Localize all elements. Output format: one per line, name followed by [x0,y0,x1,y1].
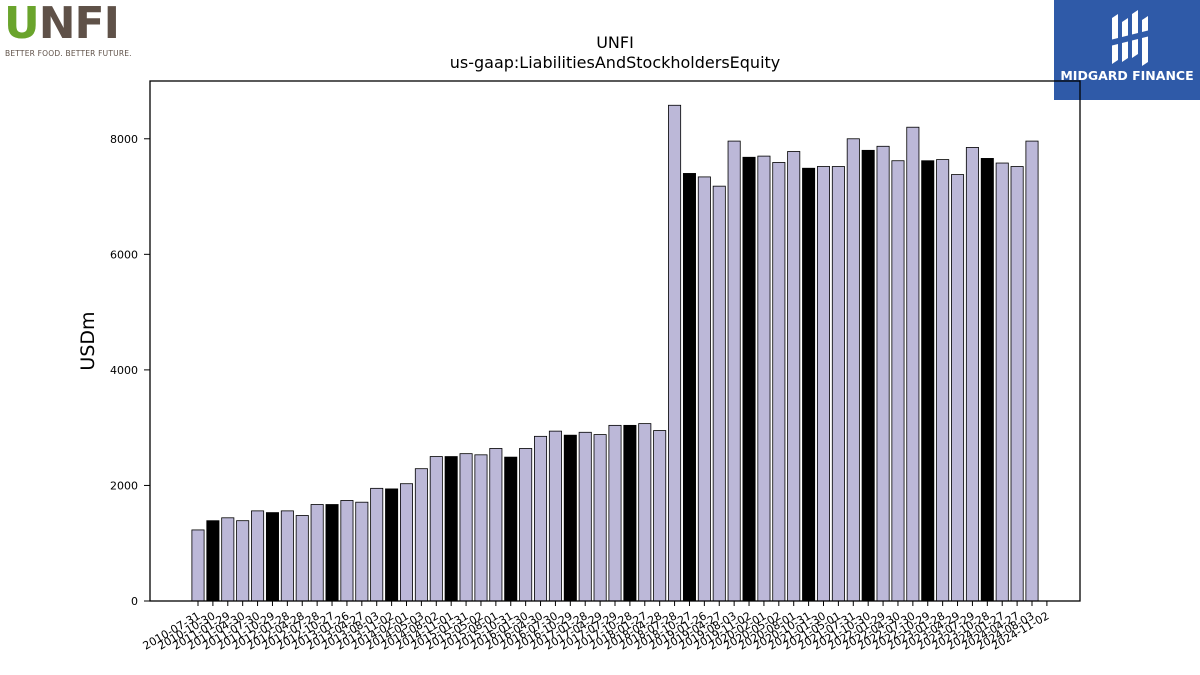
bar [965,147,979,602]
bar [325,504,339,602]
bar [623,424,637,602]
bar [653,430,667,602]
unfi-wordmark: UNFI [4,0,120,49]
bar [563,434,577,602]
bar [921,160,935,602]
chart-subtitle: us-gaap:LiabilitiesAndStockholdersEquity [450,53,781,72]
bar [816,166,831,602]
midgard-finance-logo: MIDGARD FINANCE [1054,0,1200,100]
bar [191,529,205,602]
x-axis: 2010-07-312010-10-302011-01-292011-04-30… [141,601,1051,653]
bars-group [191,104,1039,602]
chart-title: UNFI [596,33,634,52]
bar [593,434,607,602]
bar [936,159,950,602]
bar [951,174,965,602]
bar [608,424,622,602]
bar [846,138,860,602]
midgard-emblem-icon [1110,10,1150,66]
bar [355,501,369,602]
bar [295,515,309,602]
bar [787,151,801,602]
bar [772,162,786,602]
plot-frame [149,80,1081,602]
bar [534,435,548,602]
bar [429,456,443,602]
midgard-name: MIDGARD FINANCE [1060,68,1194,83]
bar [995,162,1009,602]
bar [1025,140,1039,602]
bar [980,158,994,602]
y-tick-label: 4000 [110,364,138,377]
y-tick-label: 8000 [110,133,138,146]
bar [265,512,279,602]
y-tick-label: 0 [131,595,138,608]
bar [474,454,488,602]
bar [280,510,294,602]
bar [638,423,652,602]
bar [831,166,845,602]
bar [221,517,235,602]
bar [906,126,920,602]
bar [399,483,414,602]
bar [340,500,354,602]
bar [385,488,399,602]
bar [727,140,741,602]
bar [370,487,384,602]
bar [444,456,458,602]
y-tick-label: 2000 [110,479,138,492]
bar [668,104,682,602]
bar [414,468,428,602]
bar [489,448,503,602]
bar [459,453,473,602]
bar [578,431,592,602]
bar [742,156,756,602]
bar [251,510,265,602]
bar [697,176,711,602]
unfi-tagline: BETTER FOOD. BETTER FUTURE. [5,49,132,58]
y-axis: 0 2000 4000 6000 8000 [110,133,150,608]
bar [876,145,890,602]
bar [802,167,816,602]
bar [757,155,771,602]
unfi-logo: UNFI BETTER FOOD. BETTER FUTURE. [4,0,132,60]
bar [861,149,875,602]
y-tick-label: 6000 [110,248,138,261]
bar [548,430,562,602]
bar [891,160,905,602]
bar [519,448,533,602]
bar [1010,166,1024,602]
y-axis-label: USDm [77,311,99,370]
bar [236,520,250,602]
bar [712,185,726,602]
bar [310,504,324,602]
bar [504,456,518,602]
bar [682,173,696,602]
bar [206,520,220,602]
